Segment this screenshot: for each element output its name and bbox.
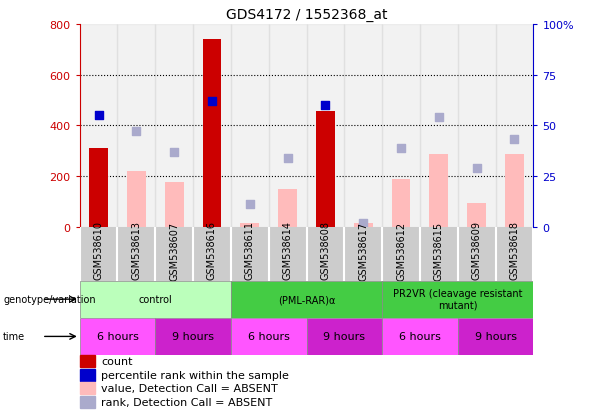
Bar: [155, 318, 231, 355]
Bar: [505, 155, 524, 227]
Bar: [155, 25, 193, 227]
Point: [131, 129, 141, 135]
Text: count: count: [101, 356, 132, 366]
Text: 6 hours: 6 hours: [399, 332, 441, 342]
Point: [396, 145, 406, 152]
Bar: [306, 318, 382, 355]
Point: [207, 98, 217, 105]
Bar: [80, 318, 155, 355]
Bar: [467, 203, 486, 227]
Point: [509, 137, 519, 143]
Bar: [278, 189, 297, 227]
Text: (PML-RAR)α: (PML-RAR)α: [278, 294, 335, 304]
Bar: [240, 223, 259, 227]
Text: 9 hours: 9 hours: [323, 332, 365, 342]
Text: rank, Detection Call = ABSENT: rank, Detection Call = ABSENT: [101, 397, 272, 407]
Text: time: time: [3, 332, 25, 342]
Point: [358, 220, 368, 226]
Bar: [458, 25, 495, 227]
Bar: [495, 25, 533, 227]
Bar: [80, 25, 118, 227]
Title: GDS4172 / 1552368_at: GDS4172 / 1552368_at: [226, 8, 387, 22]
Point: [321, 102, 330, 109]
Bar: [458, 318, 533, 355]
Bar: [345, 25, 382, 227]
Point: [472, 165, 482, 172]
Bar: [231, 25, 268, 227]
Bar: [268, 25, 306, 227]
Bar: [382, 318, 458, 355]
Bar: [165, 183, 184, 227]
Bar: [392, 179, 411, 227]
Bar: [89, 149, 108, 227]
Bar: [316, 112, 335, 227]
Bar: [231, 281, 382, 318]
Bar: [306, 25, 345, 227]
Bar: [80, 355, 95, 367]
Bar: [193, 25, 231, 227]
Bar: [80, 396, 95, 408]
Point: [245, 202, 255, 208]
Bar: [80, 281, 231, 318]
Text: PR2VR (cleavage resistant
mutant): PR2VR (cleavage resistant mutant): [393, 289, 522, 310]
Text: 6 hours: 6 hours: [248, 332, 289, 342]
Point: [169, 149, 179, 156]
Bar: [80, 382, 95, 394]
Point: [283, 155, 292, 161]
Text: 9 hours: 9 hours: [474, 332, 517, 342]
Text: percentile rank within the sample: percentile rank within the sample: [101, 370, 289, 380]
Text: 6 hours: 6 hours: [97, 332, 139, 342]
Bar: [354, 223, 373, 227]
Bar: [127, 171, 146, 227]
Point: [94, 113, 104, 119]
Bar: [118, 25, 155, 227]
Bar: [420, 25, 458, 227]
Text: genotype/variation: genotype/variation: [3, 294, 96, 304]
Bar: [231, 318, 306, 355]
Bar: [382, 25, 420, 227]
Bar: [382, 281, 533, 318]
Text: control: control: [139, 294, 172, 304]
Bar: [202, 40, 221, 227]
Bar: [80, 369, 95, 381]
Bar: [429, 155, 448, 227]
Text: 9 hours: 9 hours: [172, 332, 214, 342]
Text: value, Detection Call = ABSENT: value, Detection Call = ABSENT: [101, 384, 278, 394]
Point: [434, 114, 444, 121]
